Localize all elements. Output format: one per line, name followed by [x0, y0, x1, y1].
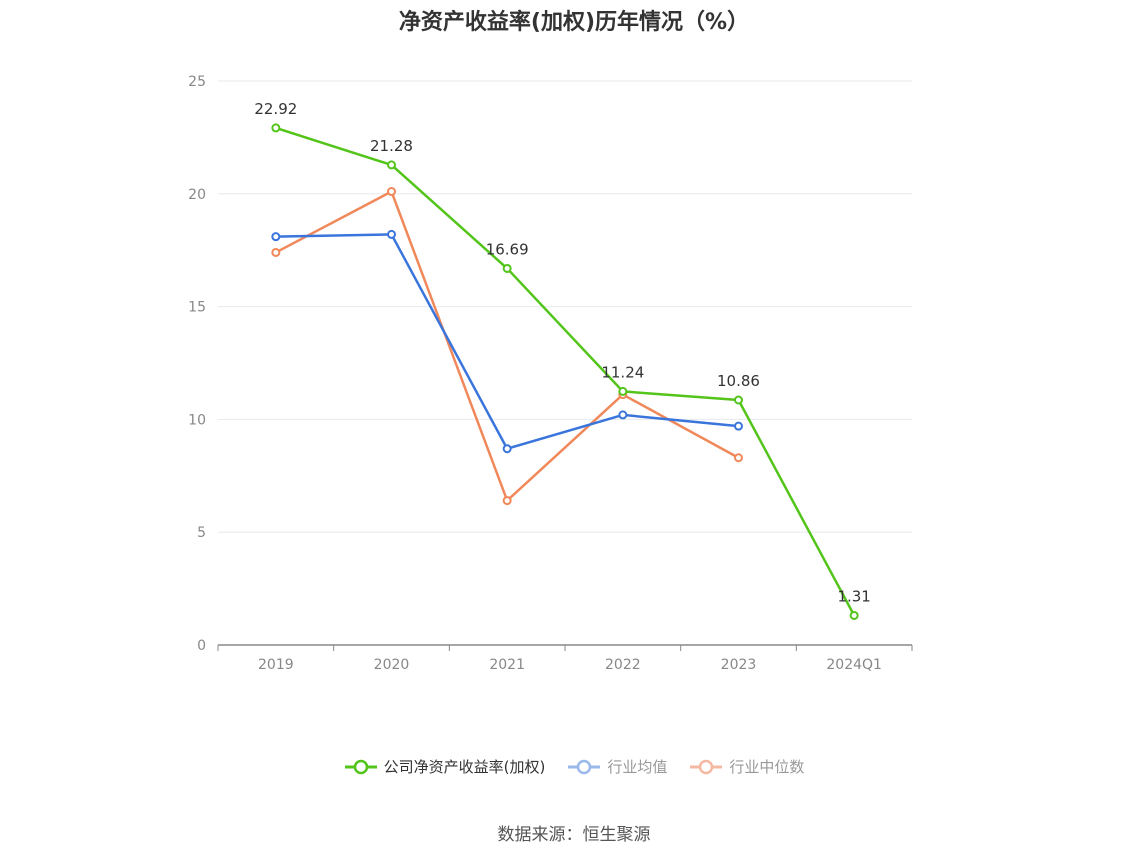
- y-tick-label: 15: [188, 300, 206, 316]
- data-label: 21.28: [370, 137, 413, 155]
- data-point: [271, 123, 281, 133]
- y-tick-label: 25: [188, 74, 206, 90]
- data-point: [849, 610, 859, 620]
- data-source: 数据来源：恒生聚源: [497, 825, 651, 845]
- legend-item-company[interactable]: 公司净资产收益率(加权): [344, 756, 546, 777]
- data-label: 16.69: [486, 240, 529, 258]
- legend-label-industry-median: 行业中位数: [729, 758, 805, 776]
- data-label: 1.31: [837, 587, 870, 605]
- data-point: [387, 160, 396, 170]
- data-label: 22.92: [254, 100, 297, 118]
- y-tick-label: 0: [197, 638, 206, 654]
- legend-label-industry-mean: 行业均值: [607, 758, 668, 776]
- data-point: [734, 453, 743, 463]
- data-point: [734, 421, 743, 431]
- line-chart: 0 5 10 15 20 25 2019 2020 2021 2022 2023 2024Q1 22.9…: [188, 74, 913, 673]
- y-tick-label: 10: [188, 412, 206, 428]
- legend-marker-industry-median: [690, 759, 723, 774]
- data-point: [502, 444, 512, 454]
- x-tick-label: 2019: [258, 657, 294, 673]
- legend-marker-company: [344, 759, 377, 774]
- data-label: 11.24: [601, 363, 644, 381]
- x-tick-label: 2023: [721, 657, 757, 673]
- x-tick-label: 2020: [374, 657, 410, 673]
- data-point: [734, 395, 743, 405]
- legend-marker-industry-mean: [568, 759, 601, 774]
- legend-item-industry-mean[interactable]: 行业均值: [567, 756, 667, 777]
- data-point: [387, 229, 396, 239]
- data-point: [271, 232, 281, 242]
- x-tick-label: 2024Q1: [826, 657, 882, 673]
- data-point: [618, 410, 628, 420]
- legend-item-industry-median[interactable]: 行业中位数: [689, 756, 804, 777]
- legend: 公司净资产收益率(加权) 行业均值 行业中位数: [0, 756, 1148, 777]
- data-point: [502, 496, 512, 506]
- data-label: 10.86: [717, 372, 760, 390]
- series-line: [275, 126, 856, 617]
- data-point: [387, 187, 396, 197]
- x-tick-label: 2021: [489, 657, 525, 673]
- series-line: [275, 190, 740, 502]
- data-point: [502, 263, 512, 273]
- y-tick-label: 20: [188, 187, 206, 203]
- y-tick-label: 5: [197, 525, 206, 541]
- data-point: [618, 386, 628, 396]
- x-tick-label: 2022: [605, 657, 641, 673]
- chart-title: 净资产收益率(加权)历年情况（%）: [398, 10, 750, 35]
- legend-label-company: 公司净资产收益率(加权): [383, 758, 546, 776]
- data-point: [271, 247, 281, 257]
